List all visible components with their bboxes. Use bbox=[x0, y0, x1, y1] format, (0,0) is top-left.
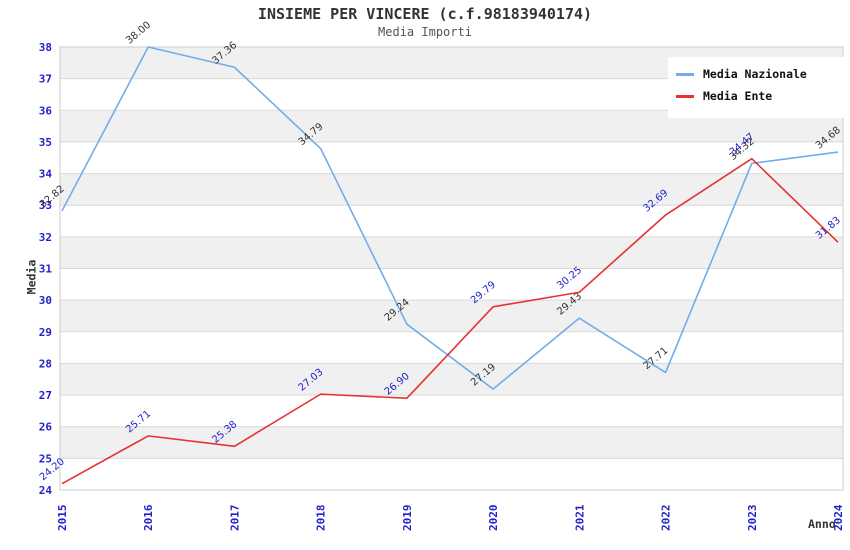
legend-label: Media Nazionale bbox=[703, 67, 807, 81]
media-ente-line bbox=[61, 157, 839, 485]
x-tick-label: 2024 bbox=[832, 504, 845, 531]
plot-band bbox=[60, 426, 843, 459]
media-ente-line-sample bbox=[676, 94, 694, 98]
x-tick-label: 2016 bbox=[142, 504, 155, 531]
y-tick-label: 31 bbox=[39, 263, 53, 276]
x-tick-label: 2022 bbox=[660, 505, 673, 532]
x-tick-label: 2020 bbox=[487, 505, 500, 532]
legend-item-media-nazionale: Media Nazionale bbox=[676, 67, 846, 81]
plot-band bbox=[60, 363, 843, 396]
y-tick-label: 29 bbox=[39, 326, 52, 339]
x-tick-label: 2018 bbox=[315, 505, 328, 532]
x-tick-label: 2019 bbox=[401, 505, 414, 532]
data-label: 38.00 bbox=[124, 20, 153, 47]
legend-label: Media Ente bbox=[703, 89, 773, 103]
plot-border bbox=[59, 46, 844, 491]
x-tick-label: 2021 bbox=[573, 504, 586, 531]
y-tick-label: 37 bbox=[39, 73, 52, 86]
x-tick-label: 2023 bbox=[746, 505, 759, 532]
y-tick-label: 26 bbox=[39, 421, 53, 434]
legend-item-media-ente: Media Ente bbox=[676, 89, 846, 103]
y-tick-label: 25 bbox=[39, 452, 52, 465]
y-tick-label: 35 bbox=[39, 136, 52, 149]
y-tick-label: 36 bbox=[39, 104, 53, 117]
plot-band bbox=[60, 236, 843, 269]
y-tick-label: 32 bbox=[39, 231, 52, 244]
media-nazionale-line bbox=[61, 46, 839, 390]
media-nazionale-line-sample bbox=[676, 72, 694, 76]
chart-subtitle: Media Importi bbox=[378, 25, 472, 39]
plot-band bbox=[60, 173, 843, 206]
y-tick-label: 33 bbox=[39, 199, 52, 212]
y-tick-label: 38 bbox=[39, 41, 52, 54]
y-tick-label: 24 bbox=[39, 484, 53, 497]
x-tick-label: 2017 bbox=[228, 505, 241, 532]
x-tick-label: 2015 bbox=[56, 505, 69, 532]
y-axis-title: Media bbox=[24, 259, 39, 295]
x-axis-title: Anno bbox=[808, 517, 836, 531]
y-tick-label: 30 bbox=[39, 294, 52, 307]
y-tick-label: 27 bbox=[39, 389, 52, 402]
legend: Media Nazionale Media Ente bbox=[668, 57, 850, 118]
y-tick-label: 28 bbox=[39, 357, 52, 370]
y-tick-label: 34 bbox=[39, 168, 53, 181]
plot-band bbox=[60, 300, 843, 332]
chart-title: INSIEME PER VINCERE (c.f.98183940174) bbox=[257, 5, 593, 23]
